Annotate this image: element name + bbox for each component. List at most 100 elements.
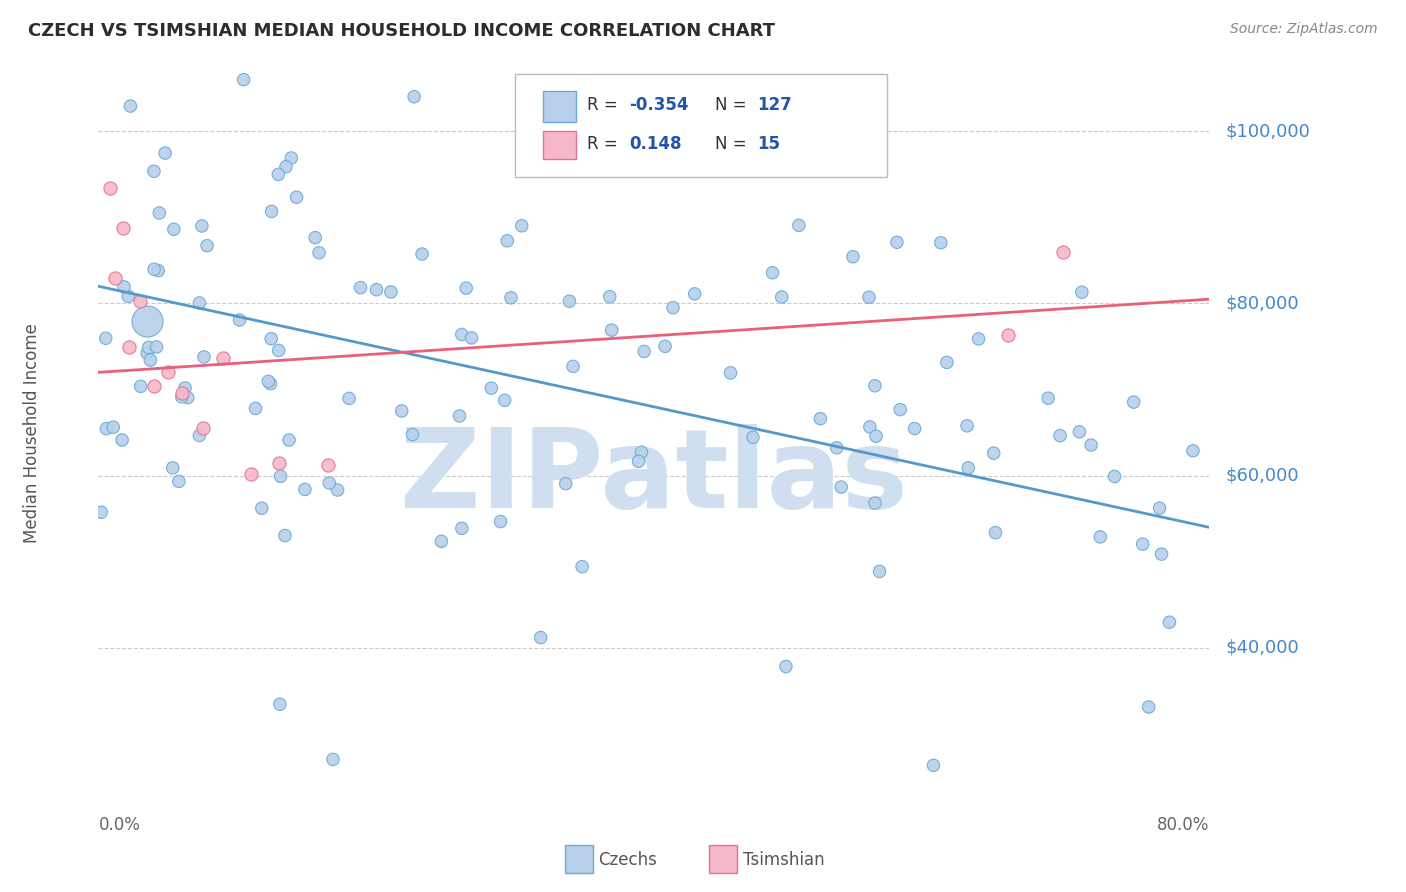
Point — [633, 344, 655, 359]
Point — [170, 385, 193, 400]
Point — [145, 340, 167, 354]
Point — [129, 379, 152, 393]
Point — [136, 314, 159, 328]
Point — [997, 327, 1019, 342]
Point — [889, 402, 911, 417]
Bar — [710, 845, 737, 873]
Point — [558, 294, 581, 309]
Point — [174, 381, 197, 395]
Point — [139, 353, 162, 368]
Point — [562, 359, 585, 374]
Point — [294, 483, 316, 497]
Point — [935, 355, 957, 369]
Point — [450, 327, 472, 342]
Point — [554, 476, 576, 491]
Point — [903, 421, 925, 435]
Point — [188, 428, 211, 442]
Text: R =: R = — [588, 95, 617, 113]
Point — [391, 404, 413, 418]
Point — [479, 381, 502, 395]
Text: 0.148: 0.148 — [630, 135, 682, 153]
Text: -0.354: -0.354 — [630, 95, 689, 113]
Point — [494, 393, 516, 408]
Point — [489, 515, 512, 529]
Point — [1052, 244, 1074, 259]
Text: $80,000: $80,000 — [1226, 294, 1299, 312]
Point — [191, 420, 214, 434]
Point — [787, 219, 810, 233]
Point — [886, 235, 908, 250]
Point — [143, 262, 166, 277]
Point — [337, 392, 360, 406]
Point — [94, 331, 117, 345]
Point — [599, 290, 621, 304]
Point — [869, 565, 891, 579]
FancyBboxPatch shape — [515, 73, 887, 178]
Point — [530, 631, 553, 645]
Point — [1122, 395, 1144, 409]
Point — [1159, 615, 1181, 630]
Point — [510, 219, 533, 233]
Point — [260, 332, 283, 346]
Point — [250, 501, 273, 516]
Point — [863, 378, 886, 392]
Point — [232, 72, 254, 87]
Point — [304, 230, 326, 244]
Point — [278, 433, 301, 447]
Point — [195, 238, 218, 252]
Text: 127: 127 — [756, 95, 792, 113]
Point — [308, 245, 330, 260]
Bar — [565, 845, 593, 873]
Point — [863, 496, 886, 510]
Point — [112, 280, 135, 294]
Point — [956, 418, 979, 433]
Point — [842, 250, 865, 264]
Point — [1090, 530, 1112, 544]
Point — [775, 659, 797, 673]
Point — [449, 409, 471, 423]
Point — [322, 752, 344, 766]
Point — [274, 160, 297, 174]
Point — [270, 469, 292, 483]
Point — [112, 221, 135, 235]
Point — [683, 286, 706, 301]
Point — [269, 698, 291, 712]
Point — [808, 411, 831, 425]
Point — [825, 441, 848, 455]
Point — [1132, 537, 1154, 551]
Point — [366, 283, 388, 297]
Point — [267, 167, 290, 181]
Point — [967, 332, 990, 346]
Point — [118, 340, 141, 354]
Point — [267, 457, 290, 471]
Text: Source: ZipAtlas.com: Source: ZipAtlas.com — [1230, 22, 1378, 37]
Point — [318, 475, 340, 490]
Point — [117, 289, 139, 303]
Point — [240, 467, 263, 481]
Point — [129, 294, 152, 309]
Point — [430, 534, 453, 549]
Text: N =: N = — [714, 95, 747, 113]
Point — [720, 366, 742, 380]
Text: Czechs: Czechs — [599, 851, 657, 869]
Point — [193, 350, 215, 364]
Point — [859, 420, 882, 434]
Point — [136, 346, 159, 360]
Point — [143, 379, 166, 393]
Text: 80.0%: 80.0% — [1157, 815, 1209, 834]
Point — [761, 266, 783, 280]
Text: Median Household Income: Median Household Income — [22, 323, 41, 542]
Point — [103, 420, 125, 434]
Point — [1049, 428, 1071, 442]
Point — [600, 323, 623, 337]
Point — [922, 758, 945, 772]
Point — [212, 351, 235, 366]
Point — [627, 454, 650, 468]
Point — [830, 480, 852, 494]
Point — [983, 446, 1005, 460]
Point — [167, 475, 190, 489]
Point — [1069, 425, 1091, 439]
Point — [1182, 443, 1205, 458]
Point — [571, 559, 593, 574]
Point — [163, 222, 186, 236]
